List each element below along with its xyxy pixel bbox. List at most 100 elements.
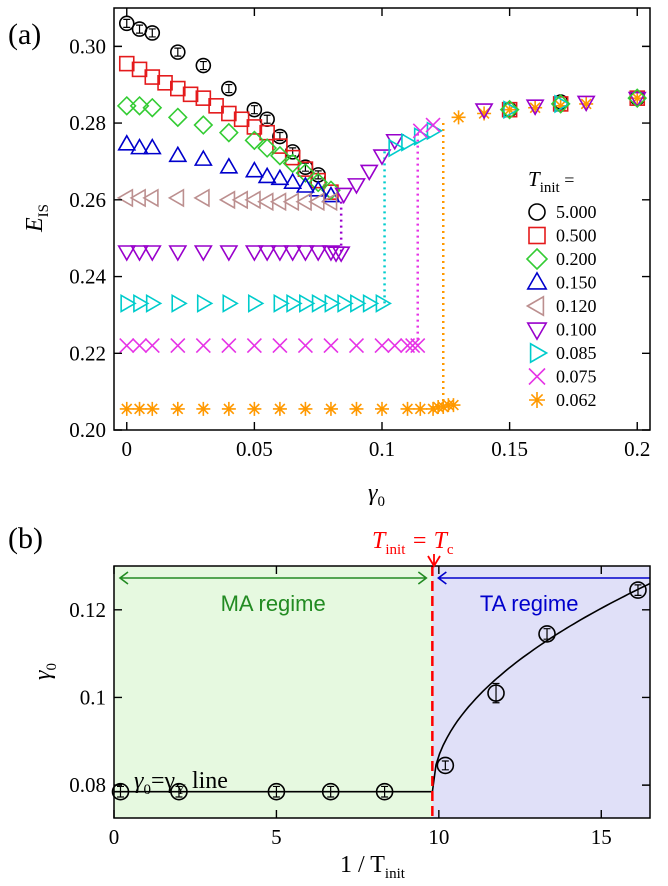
data-point <box>324 293 341 313</box>
data-point <box>246 101 263 118</box>
data-point <box>170 401 185 416</box>
data-point <box>629 581 647 599</box>
data-point <box>267 782 286 801</box>
panel-a-xtick-label: 0.15 <box>491 437 528 461</box>
legend-marker <box>526 271 548 290</box>
series-0.062 <box>119 91 645 416</box>
series-0.085 <box>120 121 444 313</box>
data-point <box>119 401 134 416</box>
data-point <box>117 245 137 262</box>
data-point <box>257 138 278 158</box>
data-point <box>145 293 163 313</box>
data-point <box>446 398 461 413</box>
data-point <box>295 245 315 262</box>
panel-b: (b) MA regime TA regime 0 5 10 15 0.08 0.1 0.12… <box>8 522 651 882</box>
data-point <box>528 100 543 115</box>
legend-label: 0.075 <box>556 367 597 387</box>
data-point <box>387 338 403 354</box>
data-point <box>111 782 130 801</box>
legend-marker <box>528 226 546 245</box>
legend-marker <box>526 322 548 341</box>
data-point <box>221 105 237 122</box>
data-point <box>116 95 137 116</box>
legend-label: 0.150 <box>556 273 597 293</box>
data-point <box>170 782 188 801</box>
data-point <box>144 338 160 354</box>
data-point <box>219 157 239 174</box>
data-point <box>195 90 212 106</box>
error-bar <box>175 785 183 798</box>
data-point <box>129 95 150 116</box>
data-point <box>144 69 161 85</box>
error-bar <box>136 24 144 34</box>
data-point <box>208 98 224 114</box>
data-point <box>257 166 277 184</box>
legend-marker <box>529 342 549 364</box>
data-point <box>283 245 303 262</box>
series-5.000 <box>118 15 326 183</box>
data-point <box>168 145 188 163</box>
data-point <box>118 55 135 72</box>
data-point <box>348 338 365 354</box>
data-point <box>119 338 135 354</box>
data-point <box>405 338 421 354</box>
panel-a: (a) 0 0.05 0.1 0.15 0.20.200.220.240.260.280… <box>8 7 651 510</box>
panel-a-xtick-label: 0.1 <box>369 437 395 461</box>
legend-label: 0.500 <box>556 226 597 246</box>
series-0.150 <box>117 134 341 203</box>
panel-a-ytick-label: 0.28 <box>69 111 106 135</box>
panel-a-xtick-label: 0.2 <box>624 437 650 461</box>
region-ta <box>432 566 650 818</box>
data-point <box>221 338 237 354</box>
data-point <box>308 180 328 197</box>
data-point <box>321 782 340 801</box>
panel-b-ytick-label: 0.12 <box>69 598 106 622</box>
data-point <box>130 245 149 262</box>
data-point <box>410 338 426 354</box>
panel-a-ylabel: EIS <box>22 204 52 233</box>
panel-b-regions <box>114 566 650 818</box>
yield-line-label: γ0=γY line <box>134 768 228 798</box>
data-point <box>297 161 314 177</box>
data-point <box>401 132 418 152</box>
ma-regime-label: MA regime <box>221 591 326 616</box>
legend-label: 5.000 <box>556 202 597 222</box>
error-bar <box>263 114 271 124</box>
data-point <box>246 119 263 135</box>
panel-a-ytick-label: 0.24 <box>69 265 106 289</box>
panel-b-xtick-label: 15 <box>591 825 612 849</box>
legend-marker <box>525 295 545 317</box>
data-point <box>350 293 367 313</box>
data-point <box>157 75 173 91</box>
error-bar <box>116 785 124 798</box>
data-point <box>171 293 188 313</box>
data-point <box>477 106 492 121</box>
data-point <box>286 293 303 313</box>
panel-b-xtick-label: 5 <box>271 825 282 849</box>
series-0.100 <box>117 133 405 263</box>
panel-a-xtick-label: 0.05 <box>236 437 273 461</box>
panel-b-xtick-label: 10 <box>428 825 449 849</box>
data-point <box>273 293 290 313</box>
panel-a-xlabel: γ0 <box>368 480 385 510</box>
data-point <box>321 180 341 201</box>
data-point <box>347 178 366 195</box>
error-bar <box>250 105 258 115</box>
error-bar <box>272 785 280 798</box>
data-point <box>182 86 199 103</box>
data-point <box>244 130 265 151</box>
ta-regime-label: TA regime <box>480 591 579 616</box>
panel-b-ticks: 0 5 10 15 0.08 0.1 0.12 <box>69 566 650 849</box>
data-point <box>193 188 210 208</box>
data-point <box>337 293 354 313</box>
data-point <box>131 338 148 354</box>
data-point <box>375 293 393 313</box>
panel-b-marks: MA regime TA regime <box>111 566 651 818</box>
data-point <box>222 293 239 313</box>
data-point <box>436 399 451 414</box>
data-point <box>627 91 647 109</box>
data-point <box>400 401 415 416</box>
data-point <box>499 99 520 120</box>
data-point <box>311 293 329 313</box>
data-point <box>412 123 428 139</box>
